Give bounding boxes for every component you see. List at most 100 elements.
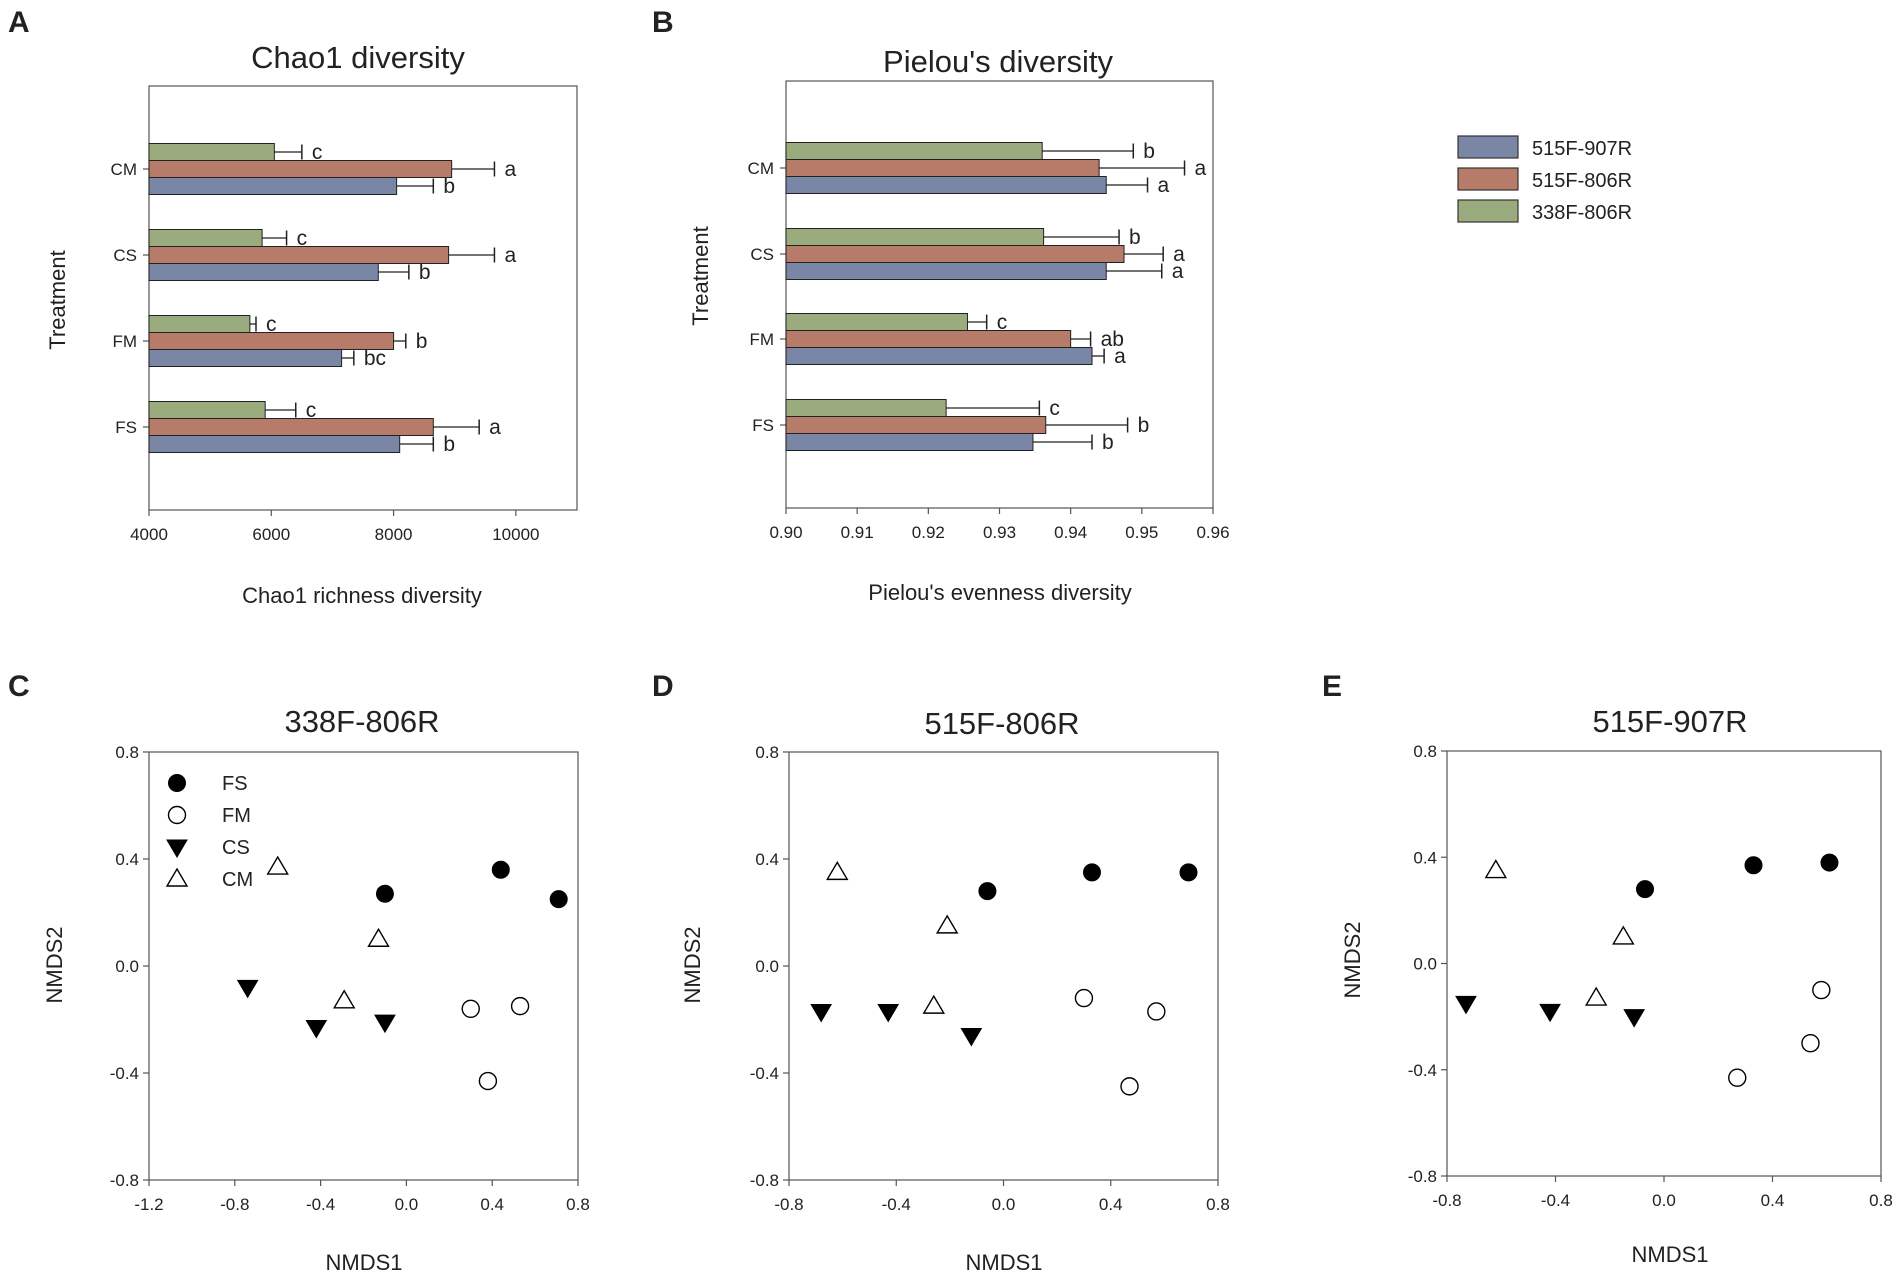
x-tick-label: -1.2	[134, 1195, 163, 1214]
category-label-cs: CS	[750, 245, 774, 264]
panel-letter-a: A	[8, 6, 30, 39]
significance-letter: b	[443, 175, 455, 198]
significance-letter: c	[312, 141, 323, 164]
point-cm	[332, 989, 356, 1009]
point-fm	[1812, 980, 1831, 1000]
bar-cs-338f-806r	[148, 229, 263, 247]
point-cs	[960, 1028, 983, 1047]
panel-e-title: 515F-907R	[1592, 704, 1747, 739]
significance-letter: a	[504, 158, 516, 181]
y-tick-label: 0.0	[1413, 955, 1437, 974]
panel-a-xlabel: Chao1 richness diversity	[242, 583, 482, 608]
legend-swatch-515f-806r	[1457, 167, 1519, 191]
point-cm	[935, 914, 959, 934]
significance-letter: c	[997, 311, 1008, 334]
y-tick-label: 0.4	[755, 850, 779, 869]
panel-letter-e: E	[1322, 670, 1342, 703]
bar-fs-338f-806r	[148, 401, 266, 419]
significance-letter: ab	[1101, 328, 1124, 351]
bar-fs-515f-806r	[148, 418, 434, 436]
bar-legend: 515F-907R 515F-806R 338F-806R	[1457, 135, 1632, 224]
significance-letter: b	[1102, 431, 1114, 454]
bar-cs-515f-806r	[148, 246, 450, 264]
significance-letter: c	[266, 313, 277, 336]
panel-b-ylabel: Treatment	[688, 226, 713, 325]
legend-label-fm: FM	[222, 805, 251, 827]
y-tick-label: 0.0	[115, 957, 139, 976]
bar-cm-515f-907r	[148, 177, 398, 195]
point-cs	[877, 1003, 900, 1023]
x-tick-label: 0.90	[769, 523, 802, 542]
bar-cs-338f-806r	[785, 228, 1045, 246]
x-tick-label: 0.8	[566, 1195, 590, 1214]
bar-fm-515f-907r	[785, 347, 1093, 365]
point-cs	[305, 1020, 328, 1039]
point-cs	[810, 1003, 833, 1023]
significance-letter: b	[443, 433, 455, 456]
category-label-fm: FM	[112, 332, 137, 351]
category-label-cm: CM	[111, 160, 137, 179]
point-fm	[1074, 988, 1094, 1008]
significance-letter: c	[306, 399, 317, 422]
legend-label-cs: CS	[222, 837, 250, 859]
legend-marker-cm	[165, 867, 189, 887]
panel-a-ylabel: Treatment	[45, 250, 70, 349]
y-tick-label: 0.8	[115, 743, 139, 762]
legend-label-515f-806r: 515F-806R	[1532, 170, 1632, 192]
point-cs	[236, 979, 259, 999]
significance-letter: a	[1114, 345, 1126, 368]
x-tick-label: 6000	[252, 525, 290, 544]
point-fm	[1120, 1077, 1139, 1096]
y-tick-label: 0.0	[755, 957, 779, 976]
point-fs	[375, 884, 394, 903]
chart-e-nmds-515f-907r: -0.8 -0.4 0.0 0.4 0.8 -0.8 -0.4 0.0 0.4 0.8	[1408, 742, 1893, 1210]
x-tick-label: 0.91	[841, 523, 874, 542]
bar-fm-338f-806r	[785, 313, 968, 331]
category-label-fs: FS	[115, 418, 137, 437]
category-label-cm: CM	[748, 159, 774, 178]
x-tick-label: 0.92	[912, 523, 945, 542]
y-tick-label: -0.8	[110, 1171, 139, 1190]
x-tick-label: 0.95	[1125, 523, 1158, 542]
bar-cm-515f-907r	[785, 176, 1107, 194]
point-fm	[1801, 1033, 1820, 1053]
x-tick-label: 0.8	[1869, 1191, 1893, 1210]
legend-label-515f-907r: 515F-907R	[1532, 138, 1632, 160]
significance-letter: a	[1195, 157, 1207, 180]
significance-letter: a	[1158, 174, 1170, 197]
y-tick-label: 0.4	[115, 850, 139, 869]
panel-c-ylabel: NMDS2	[42, 926, 67, 1003]
x-tick-label: 0.4	[1761, 1191, 1785, 1210]
panel-c-title: 338F-806R	[284, 704, 439, 739]
plot-frame	[1446, 750, 1882, 1177]
x-tick-label: -0.8	[774, 1195, 803, 1214]
point-fm	[461, 999, 480, 1018]
bar-cm-338f-806r	[148, 143, 275, 161]
bar-fm-338f-806r	[148, 315, 251, 333]
point-fs	[1820, 853, 1839, 872]
bar-cs-515f-907r	[148, 263, 379, 281]
y-tick-label: 0.8	[755, 743, 779, 762]
x-tick-label: 8000	[375, 525, 413, 544]
point-fs	[978, 882, 997, 901]
panel-letter-d: D	[652, 670, 674, 703]
x-tick-label: -0.4	[1541, 1191, 1570, 1210]
bar-fs-338f-806r	[785, 399, 947, 417]
point-fs	[491, 860, 510, 879]
category-label-fs: FS	[752, 416, 774, 435]
bar-fs-515f-907r	[148, 435, 401, 453]
category-label-cs: CS	[113, 246, 137, 265]
x-tick-label: 0.4	[480, 1195, 504, 1214]
panel-d-title: 515F-806R	[924, 706, 1079, 741]
chart-b-pielou: 0.90 0.91 0.92 0.93 0.94 0.95 0.96CMbaaCSbaaFM…	[748, 80, 1230, 542]
point-fs	[549, 890, 568, 909]
point-cm	[826, 860, 849, 881]
significance-letter: bc	[364, 347, 386, 370]
legend-swatch-338f-806r	[1457, 199, 1519, 223]
panel-b-title: Pielou's diversity	[883, 44, 1113, 79]
panel-c-xlabel: NMDS1	[325, 1250, 402, 1275]
point-fs	[1636, 880, 1655, 899]
y-tick-label: -0.4	[750, 1064, 779, 1083]
panel-b-xlabel: Pielou's evenness diversity	[868, 580, 1131, 605]
